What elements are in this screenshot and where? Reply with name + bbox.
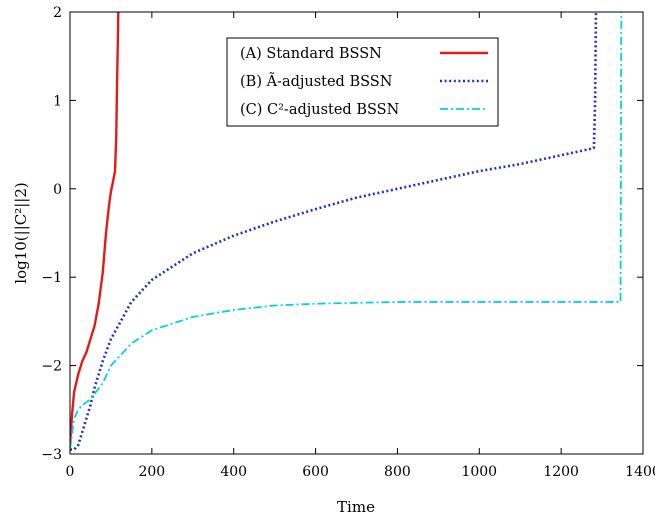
y-axis-title: log10(||C²||2) (12, 182, 30, 283)
x-tick-label: 1400 (625, 464, 655, 480)
x-tick-label: 1000 (461, 464, 497, 480)
legend-label-b: (B) Ã-adjusted BSSN (240, 72, 393, 90)
legend: (A) Standard BSSN (B) Ã-adjusted BSSN (C… (226, 37, 499, 127)
x-tick-label: 0 (66, 464, 75, 480)
series-layer (70, 12, 623, 451)
x-tick-label: 1200 (543, 464, 579, 480)
plot-frame (69, 11, 644, 455)
series-line-0 (70, 12, 120, 446)
legend-label-c: (C) C²-adjusted BSSN (240, 102, 400, 118)
y-tick-label: 1 (53, 93, 62, 109)
y-tick-label: −3 (41, 447, 62, 463)
legend-label-a: (A) Standard BSSN (240, 46, 382, 62)
y-tick-label: −1 (41, 270, 62, 286)
x-tick-label: 200 (138, 464, 165, 480)
x-axis-title: Time (337, 498, 375, 516)
x-axis: 0 200 400 600 800 1000 1200 1400 (66, 12, 655, 480)
y-tick-label: 0 (53, 182, 62, 198)
series-line-2 (70, 12, 623, 450)
y-tick-label: −2 (41, 359, 62, 375)
y-tick-label: 2 (53, 5, 62, 21)
x-tick-label: 600 (302, 464, 329, 480)
y-axis: −3 −2 −1 0 1 2 (41, 5, 643, 463)
x-tick-label: 800 (384, 464, 411, 480)
x-tick-label: 400 (220, 464, 247, 480)
series-line-1 (70, 12, 598, 451)
